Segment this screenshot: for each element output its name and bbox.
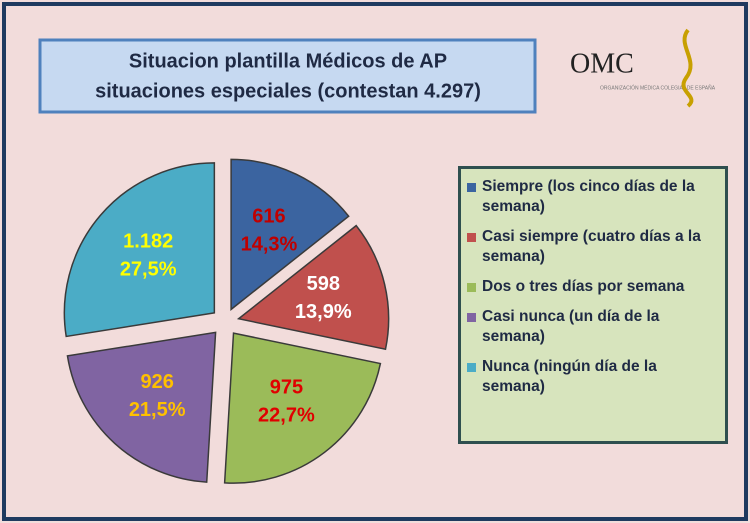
value-label: 926 [140, 371, 173, 393]
percent-label: 22,7% [258, 404, 315, 426]
percent-label: 13,9% [295, 301, 352, 323]
title-box [38, 38, 537, 114]
legend-entry: Casi nunca (un día de la semana) [467, 307, 719, 347]
value-label: 975 [270, 376, 303, 398]
percent-label: 21,5% [129, 399, 186, 421]
legend: Siempre (los cinco días de la semana) Cas… [458, 166, 728, 444]
legend-swatch [467, 313, 476, 322]
legend-label: Casi siempre (cuatro días a la semana) [482, 228, 701, 265]
legend-swatch [467, 363, 476, 372]
legend-entry: Nunca (ningún día de la semana) [467, 357, 719, 397]
legend-entry: Casi siempre (cuatro días a la semana) [467, 227, 719, 267]
percent-label: 14,3% [241, 233, 298, 255]
chart-title: situaciones especiales (contestan 4.297) [95, 80, 481, 102]
logo: OMC [570, 48, 634, 79]
chart-title: Situacion plantilla Médicos de AP [129, 50, 447, 72]
legend-label: Casi nunca (un día de la semana) [482, 308, 660, 345]
value-label: 1.182 [123, 231, 173, 253]
logo-icon [681, 28, 694, 108]
percent-label: 27,5% [120, 259, 177, 281]
pie-slice [63, 162, 216, 338]
value-label: 616 [252, 205, 285, 227]
legend-entry: Siempre (los cinco días de la semana) [467, 177, 719, 217]
legend-swatch [467, 233, 476, 242]
pie-slice [66, 331, 217, 483]
legend-label: Nunca (ningún día de la semana) [482, 358, 657, 395]
legend-label: Dos o tres días por semana [482, 278, 685, 295]
pie-slice [236, 224, 390, 351]
value-label: 598 [307, 273, 340, 295]
logo-caption: ORGANIZACIÓN MÉDICA COLEGIAL DE ESPAÑA [600, 84, 716, 91]
legend-swatch [467, 283, 476, 292]
legend-label: Siempre (los cinco días de la semana) [482, 178, 695, 215]
legend-swatch [467, 183, 476, 192]
pie-slice [223, 332, 382, 484]
legend-entry: Dos o tres días por semana [467, 277, 719, 297]
pie-slice [230, 158, 350, 311]
